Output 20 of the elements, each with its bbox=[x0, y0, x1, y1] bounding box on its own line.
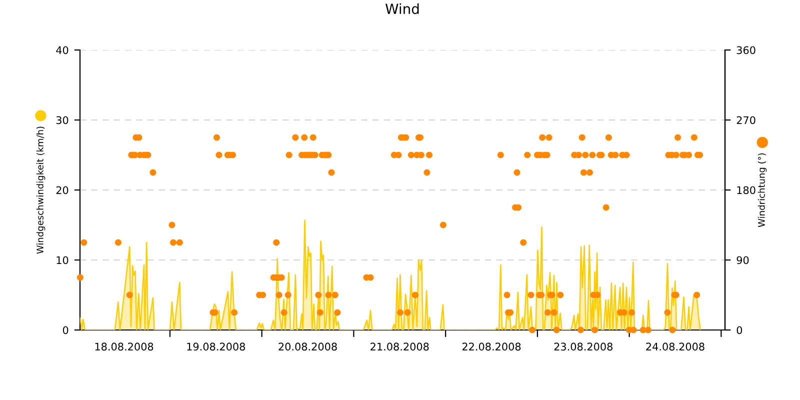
y2-tick-label: 360 bbox=[736, 46, 756, 54]
x-tick-label: 18.08.2008 bbox=[95, 342, 154, 351]
chart-title: Wind bbox=[386, 3, 419, 14]
y-tick-label: 10 bbox=[56, 256, 68, 264]
y-axis-title: Windgeschwindigkeit (km/h) bbox=[36, 126, 46, 254]
y2-tick-label: 90 bbox=[736, 256, 749, 264]
x-tick-label: 22.08.2008 bbox=[462, 342, 521, 351]
y-tick-label: 0 bbox=[62, 326, 68, 334]
y-tick-label: 40 bbox=[56, 46, 68, 54]
x-tick-label: 23.08.2008 bbox=[554, 342, 612, 351]
y-tick-label: 20 bbox=[56, 186, 68, 194]
y2-tick-label: 0 bbox=[736, 326, 742, 334]
y-tick-label: 30 bbox=[56, 116, 68, 124]
y2-tick-label: 270 bbox=[736, 116, 756, 124]
y2-axis-title: Windrichtung (°) bbox=[758, 153, 767, 228]
x-tick-label: 24.08.2008 bbox=[646, 342, 704, 351]
x-tick-label: 21.08.2008 bbox=[370, 342, 429, 351]
x-tick-label: 20.08.2008 bbox=[278, 342, 337, 351]
y2-tick-label: 180 bbox=[737, 186, 756, 194]
x-tick-label: 19.08.2008 bbox=[187, 342, 245, 351]
